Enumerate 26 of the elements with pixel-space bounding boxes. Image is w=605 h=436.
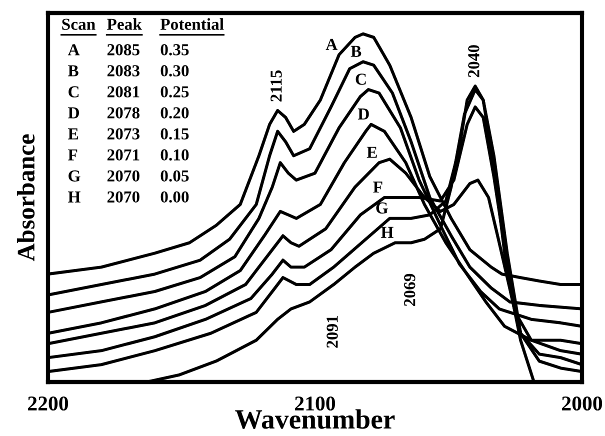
annotation: C xyxy=(356,74,366,85)
y-axis-title: Absorbance xyxy=(16,134,35,262)
text: G 2070 0.05 xyxy=(68,170,189,182)
text: C 2081 0.25 xyxy=(68,86,189,98)
annotation: 2115 xyxy=(270,70,282,102)
annotation: A xyxy=(326,38,338,50)
annotation: H xyxy=(381,226,394,238)
x-tick-label: 2100 xyxy=(295,396,336,411)
text: D 2078 0.20 xyxy=(68,107,189,119)
x-axis-title: Wavenumber xyxy=(235,409,395,429)
annotation: 2091 xyxy=(326,316,338,348)
text: Scan Peak Potential xyxy=(62,18,224,30)
annotation: B xyxy=(350,46,362,57)
annotation: D xyxy=(358,108,369,120)
text: A 2085 0.35 xyxy=(68,44,189,56)
text: B 2083 0.30 xyxy=(68,65,189,76)
annotation: 2069 xyxy=(404,274,416,306)
annotation: 2040 xyxy=(468,45,480,78)
text: H 2070 0.00 xyxy=(68,191,189,203)
x-tick-label: 2200 xyxy=(28,396,68,411)
text: E 2073 0.15 xyxy=(68,128,189,140)
annotation: F xyxy=(373,182,382,193)
x-tick-label: 2000 xyxy=(562,396,602,411)
annotation: G xyxy=(376,202,388,214)
annotation: E xyxy=(366,146,377,158)
text: F 2071 0.10 xyxy=(68,149,189,161)
